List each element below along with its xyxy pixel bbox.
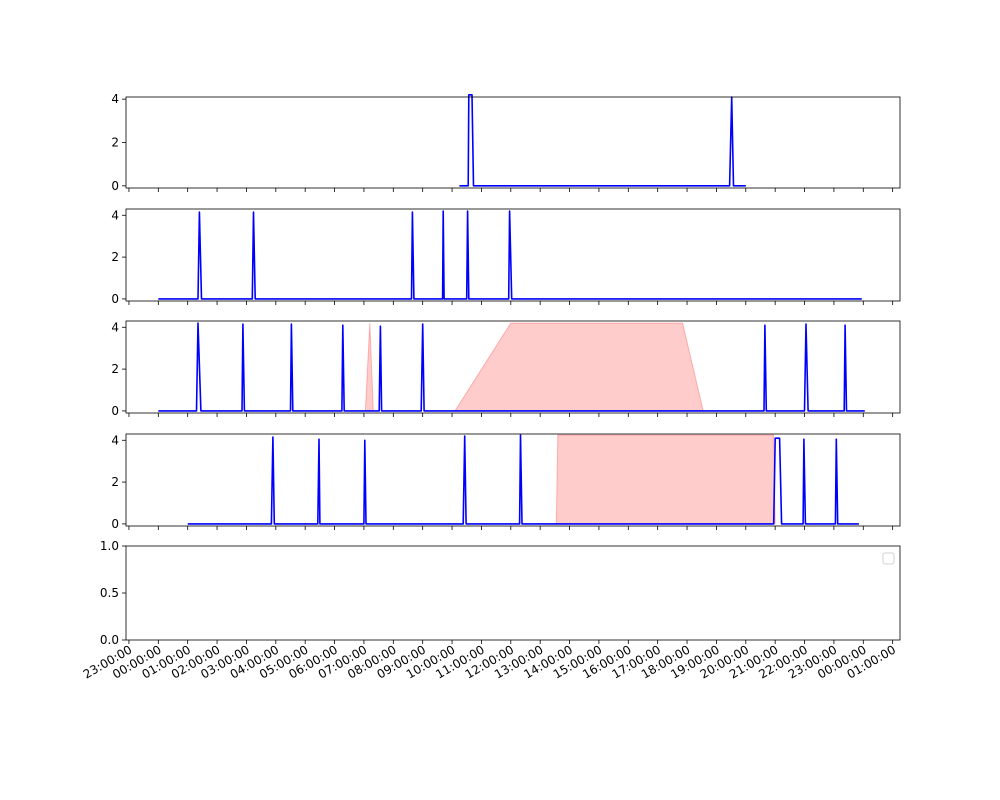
band-4-1 bbox=[555, 434, 776, 525]
y-tick-label-4: 4 bbox=[111, 433, 119, 447]
y-tick-label-2: 0 bbox=[111, 292, 119, 306]
series-line-2 bbox=[158, 210, 862, 300]
series-line-3 bbox=[158, 322, 865, 412]
legend-box bbox=[882, 552, 895, 565]
y-tick-label-5: 0.5 bbox=[100, 586, 119, 600]
y-tick-label-5: 0.0 bbox=[100, 633, 119, 647]
y-tick-label-2: 2 bbox=[111, 250, 119, 264]
y-tick-label-4: 0 bbox=[111, 517, 119, 531]
axes-frame-4 bbox=[125, 433, 901, 527]
y-tick-label-4: 2 bbox=[111, 475, 119, 489]
y-tick-label-1: 2 bbox=[111, 136, 119, 150]
axes-frame-2 bbox=[125, 208, 901, 302]
y-tick-label-3: 4 bbox=[111, 320, 119, 334]
axes-frame-1 bbox=[125, 96, 901, 189]
axes-frame-3 bbox=[125, 320, 901, 414]
y-tick-label-3: 0 bbox=[111, 404, 119, 418]
y-tick-label-5: 1.0 bbox=[100, 539, 119, 553]
y-tick-label-1: 0 bbox=[111, 179, 119, 193]
band-3-1 bbox=[364, 323, 374, 412]
axes-frame-5 bbox=[125, 545, 901, 641]
y-tick-label-1: 4 bbox=[111, 92, 119, 106]
series-line-4 bbox=[187, 434, 859, 525]
y-tick-label-2: 4 bbox=[111, 208, 119, 222]
y-tick-label-3: 2 bbox=[111, 362, 119, 376]
band-3-2 bbox=[454, 322, 704, 412]
series-line-1 bbox=[459, 94, 746, 187]
